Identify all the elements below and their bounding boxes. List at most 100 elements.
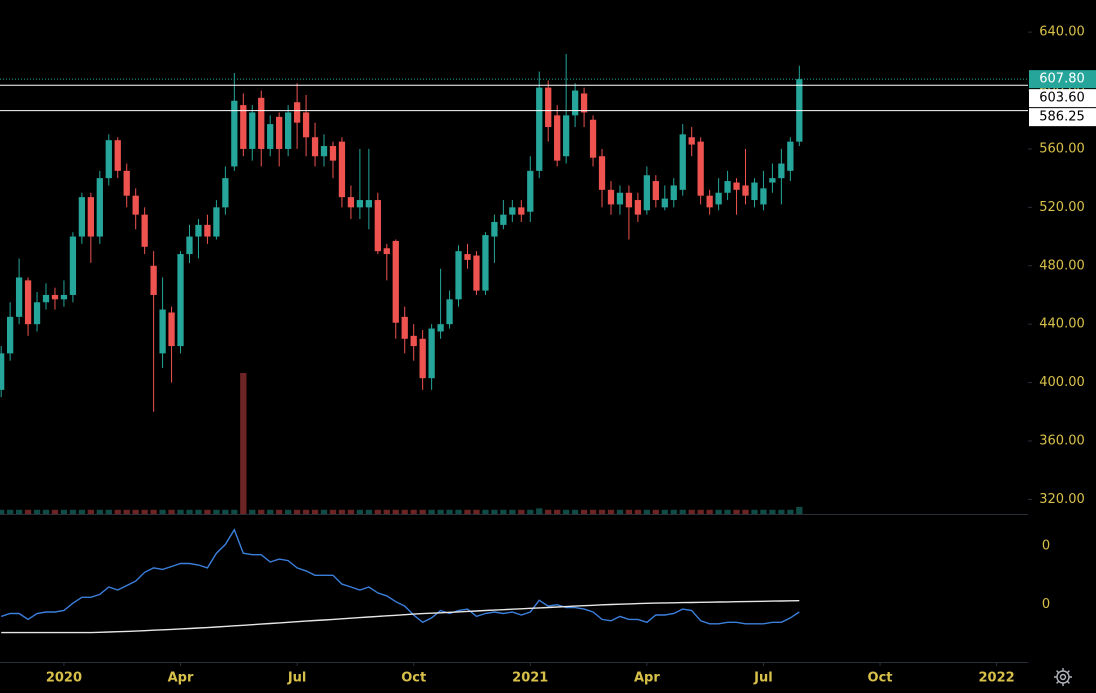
x-tick-label: Oct bbox=[868, 671, 893, 686]
volume-bar bbox=[437, 509, 444, 514]
indicator-line bbox=[0, 528, 800, 625]
volume-bar bbox=[87, 509, 94, 514]
volume-bar bbox=[293, 509, 301, 514]
volume-bar bbox=[51, 509, 59, 514]
candle-body bbox=[482, 235, 489, 291]
x-tick-label: Jul bbox=[753, 671, 773, 686]
candle-body bbox=[733, 182, 740, 190]
candle-body bbox=[428, 328, 435, 379]
candle-body bbox=[634, 200, 642, 215]
volume-bar bbox=[688, 509, 695, 514]
volume-bar bbox=[733, 509, 740, 514]
volume-bar bbox=[491, 509, 498, 514]
price-label: 586.25 bbox=[1039, 110, 1085, 125]
candle-body bbox=[276, 116, 283, 149]
volume-bar bbox=[419, 509, 426, 514]
y-tick-label: 520.00 bbox=[1039, 200, 1085, 215]
volume-bar bbox=[518, 509, 525, 514]
candle-body bbox=[186, 236, 193, 255]
candle-body bbox=[509, 207, 516, 215]
volume-bar bbox=[509, 509, 516, 514]
candle-body bbox=[679, 134, 686, 190]
candle-body bbox=[6, 316, 14, 354]
x-tick-label: Jul bbox=[287, 671, 307, 686]
candle-body bbox=[258, 97, 265, 149]
candle-body bbox=[401, 316, 408, 339]
volume-bar bbox=[383, 509, 390, 514]
volume-bar bbox=[392, 509, 399, 514]
candle-body bbox=[589, 119, 597, 158]
volume-bar bbox=[374, 509, 381, 514]
candle-body bbox=[706, 195, 713, 208]
volume-bar bbox=[769, 509, 776, 514]
price-label-box bbox=[1029, 89, 1096, 108]
candle-body bbox=[571, 90, 579, 116]
candle-body bbox=[670, 185, 677, 201]
candle-body bbox=[87, 197, 94, 237]
candle-body bbox=[69, 236, 77, 295]
candle-body bbox=[60, 294, 68, 300]
volume-bar bbox=[589, 509, 597, 514]
volume-bar bbox=[571, 509, 579, 514]
volume-bar bbox=[563, 509, 570, 514]
candle-body bbox=[464, 254, 471, 260]
candle-body bbox=[51, 294, 59, 300]
y-tick-label: 640.00 bbox=[1039, 25, 1085, 40]
indicator-tick-label: 0 bbox=[1042, 597, 1050, 612]
candle-body bbox=[760, 188, 767, 205]
volume-bar bbox=[195, 509, 202, 514]
candle-body bbox=[365, 200, 372, 208]
candle-body bbox=[787, 141, 794, 171]
candle-body bbox=[625, 192, 633, 208]
candle-body bbox=[778, 163, 785, 179]
candle-body bbox=[168, 312, 175, 347]
y-tick-label: 440.00 bbox=[1039, 317, 1085, 332]
volume-bar bbox=[536, 508, 543, 514]
x-tick-label: 2020 bbox=[46, 671, 82, 686]
x-tick-label: Apr bbox=[168, 671, 194, 686]
x-tick-label: Apr bbox=[634, 671, 660, 686]
volume-bar bbox=[742, 509, 749, 514]
candle-body bbox=[715, 192, 722, 205]
volume-bar bbox=[724, 509, 731, 514]
volume-bar bbox=[796, 506, 803, 514]
volume-bar bbox=[410, 509, 417, 514]
indicator-line bbox=[1, 600, 800, 634]
candle-body bbox=[195, 224, 202, 237]
candle-body bbox=[78, 197, 86, 237]
volume-bar bbox=[787, 509, 794, 514]
price-label-box bbox=[1029, 70, 1096, 89]
candle-body bbox=[598, 156, 606, 190]
volume-bar bbox=[177, 509, 184, 514]
volume-bar bbox=[500, 509, 507, 514]
volume-bar bbox=[231, 509, 238, 514]
volume-bar bbox=[311, 509, 319, 514]
volume-bar bbox=[446, 509, 453, 514]
y-tick-label: 400.00 bbox=[1039, 375, 1085, 390]
volume-bar bbox=[69, 509, 77, 514]
volume-bar bbox=[114, 509, 121, 514]
y-tick-label: 320.00 bbox=[1039, 492, 1085, 507]
candle-body bbox=[15, 277, 23, 317]
volume-bar bbox=[302, 509, 310, 514]
candle-body bbox=[213, 207, 220, 237]
volume-bar bbox=[96, 509, 103, 514]
volume-bar bbox=[258, 509, 265, 514]
settings-button[interactable] bbox=[1054, 668, 1072, 686]
volume-bar bbox=[123, 509, 130, 514]
volume-bar bbox=[168, 509, 175, 514]
candle-body bbox=[616, 192, 624, 205]
candle-body bbox=[267, 124, 274, 149]
volume-bar bbox=[706, 509, 713, 514]
volume-bar bbox=[697, 509, 704, 514]
candle-body bbox=[536, 87, 543, 171]
volume-bar bbox=[401, 509, 408, 514]
volume-bar bbox=[186, 509, 193, 514]
price-label-box bbox=[1029, 108, 1096, 127]
volume-bar bbox=[455, 509, 462, 514]
volume-bar bbox=[222, 509, 229, 514]
volume-bar bbox=[24, 509, 32, 514]
candle-body bbox=[527, 170, 534, 212]
volume-bar bbox=[141, 509, 148, 514]
